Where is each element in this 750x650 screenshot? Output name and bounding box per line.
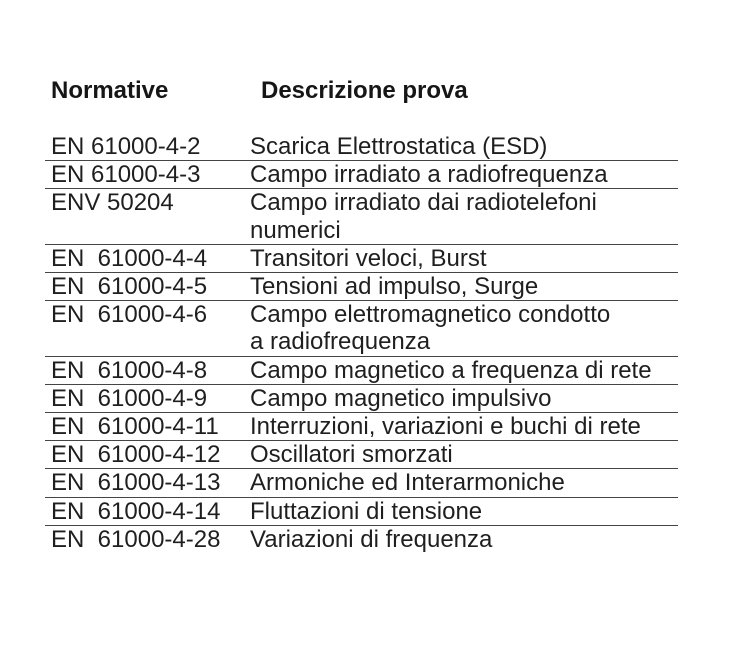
normative-cell: EN 61000-4-4: [51, 244, 208, 272]
normative-cell: EN 61000-4-2: [51, 133, 201, 160]
description-cell: Scarica Elettrostatica (ESD): [250, 133, 548, 160]
table-row: EN 61000-4-8 Campo magnetico a frequenza…: [45, 357, 678, 385]
normative-cell: EN 61000-4-13: [51, 469, 221, 497]
description-cell: Campo irradiato dai radiotelefoni numeri…: [250, 189, 597, 244]
description-cell: Campo magnetico impulsivo: [250, 384, 552, 412]
description-column-header: Descrizione prova: [261, 77, 468, 104]
table-row: EN 61000-4-28 Variazioni di frequenza: [45, 526, 678, 553]
description-cell: Fluttazioni di tensione: [250, 497, 483, 525]
table-header-row: Normative Descrizione prova: [45, 76, 678, 105]
table-row: EN 61000-4-13 Armoniche ed Interarmonich…: [45, 469, 678, 498]
table-row: EN 61000-4-6 Campo elettromagnetico cond…: [45, 301, 678, 357]
table-row: EN 61000-4-4 Transitori veloci, Burst: [45, 244, 678, 274]
table-row: EN 61000-4-11 Interruzioni, variazioni e…: [45, 413, 678, 442]
normative-cell: EN 61000-4-3: [51, 161, 201, 189]
description-cell: Campo irradiato a radiofrequenza: [250, 161, 608, 189]
table-row: EN 61000-4-9 Campo magnetico impulsivo: [45, 384, 678, 414]
normative-cell: ENV 50204: [51, 189, 174, 217]
table-row: ENV 50204 Campo irradiato dai radiotelef…: [45, 189, 678, 245]
description-cell: Oscillatori smorzati: [250, 441, 453, 469]
normative-cell: EN 61000-4-6: [51, 301, 208, 329]
normative-cell: EN 61000-4-11: [51, 413, 219, 441]
table-row: EN 61000-4-5 Tensioni ad impulso, Surge: [45, 273, 678, 302]
description-cell: Tensioni ad impulso, Surge: [250, 273, 539, 301]
normative-column-header: Normative: [51, 77, 169, 104]
table-row: EN 61000-4-3 Campo irradiato a radiofreq…: [45, 161, 678, 190]
table-row: EN 61000-4-2 Scarica Elettrostatica (ESD…: [45, 133, 678, 162]
description-cell: Interruzioni, variazioni e buchi di rete: [250, 413, 641, 441]
description-cell: Variazioni di frequenza: [250, 525, 493, 553]
table-row: EN 61000-4-12 Oscillatori smorzati: [45, 441, 678, 470]
table-row: EN 61000-4-14 Fluttazioni di tensione: [45, 498, 678, 526]
normative-cell: EN 61000-4-8: [51, 356, 208, 384]
normative-cell: EN 61000-4-28: [51, 525, 221, 553]
normative-cell: EN 61000-4-5: [51, 273, 208, 301]
description-cell: Armoniche ed Interarmoniche: [250, 469, 565, 497]
normative-cell: EN 61000-4-14: [51, 497, 221, 525]
normative-cell: EN 61000-4-9: [51, 384, 208, 412]
standards-table: Normative Descrizione prova EN 61000-4-2…: [45, 76, 678, 553]
description-cell: Transitori veloci, Burst: [250, 244, 487, 272]
normative-cell: EN 61000-4-12: [51, 441, 221, 469]
table-body: EN 61000-4-2 Scarica Elettrostatica (ESD…: [45, 133, 678, 553]
description-cell: Campo magnetico a frequenza di rete: [250, 356, 652, 384]
description-cell: Campo elettromagnetico condotto a radiof…: [250, 301, 611, 356]
